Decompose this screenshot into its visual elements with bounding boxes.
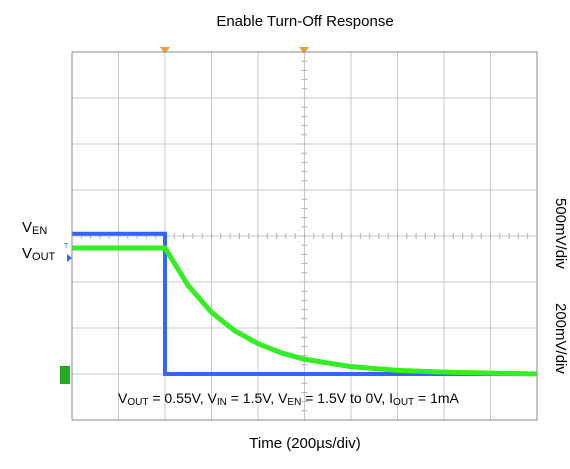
channel-marker <box>60 366 70 384</box>
trace-label: VEN <box>22 219 47 237</box>
x-axis-label: Time (200µs/div) <box>249 435 360 452</box>
annotation-subscript: OUT <box>393 397 414 408</box>
annotation-subscript: IN <box>217 397 227 408</box>
trace-label: VOUT <box>22 245 56 263</box>
annotation-subscript: EN <box>287 397 301 408</box>
trigger-marker <box>67 254 72 262</box>
annotation-text: = 1.5V to 0V, I <box>301 390 393 406</box>
annotation-text: = 0.55V, V <box>148 390 217 406</box>
annotation: VOUT = 0.55V, VIN = 1.5V, VEN = 1.5V to … <box>118 390 460 408</box>
plot-frame <box>71 51 538 421</box>
y-axis-label: 200mV/div <box>552 303 569 374</box>
trigger-label: T <box>64 243 69 250</box>
time-marker <box>299 47 309 54</box>
annotation-text: V <box>118 390 128 406</box>
annotation-text: = 1.5V, V <box>227 390 288 406</box>
trace <box>72 245 538 377</box>
trace <box>72 231 537 376</box>
y-axis-label: 500mV/div <box>552 198 569 269</box>
annotation-subscript: OUT <box>127 397 148 408</box>
time-marker <box>160 47 170 54</box>
annotation-text: = 1mA <box>414 390 459 406</box>
chart-title: Enable Turn-Off Response <box>216 13 393 30</box>
